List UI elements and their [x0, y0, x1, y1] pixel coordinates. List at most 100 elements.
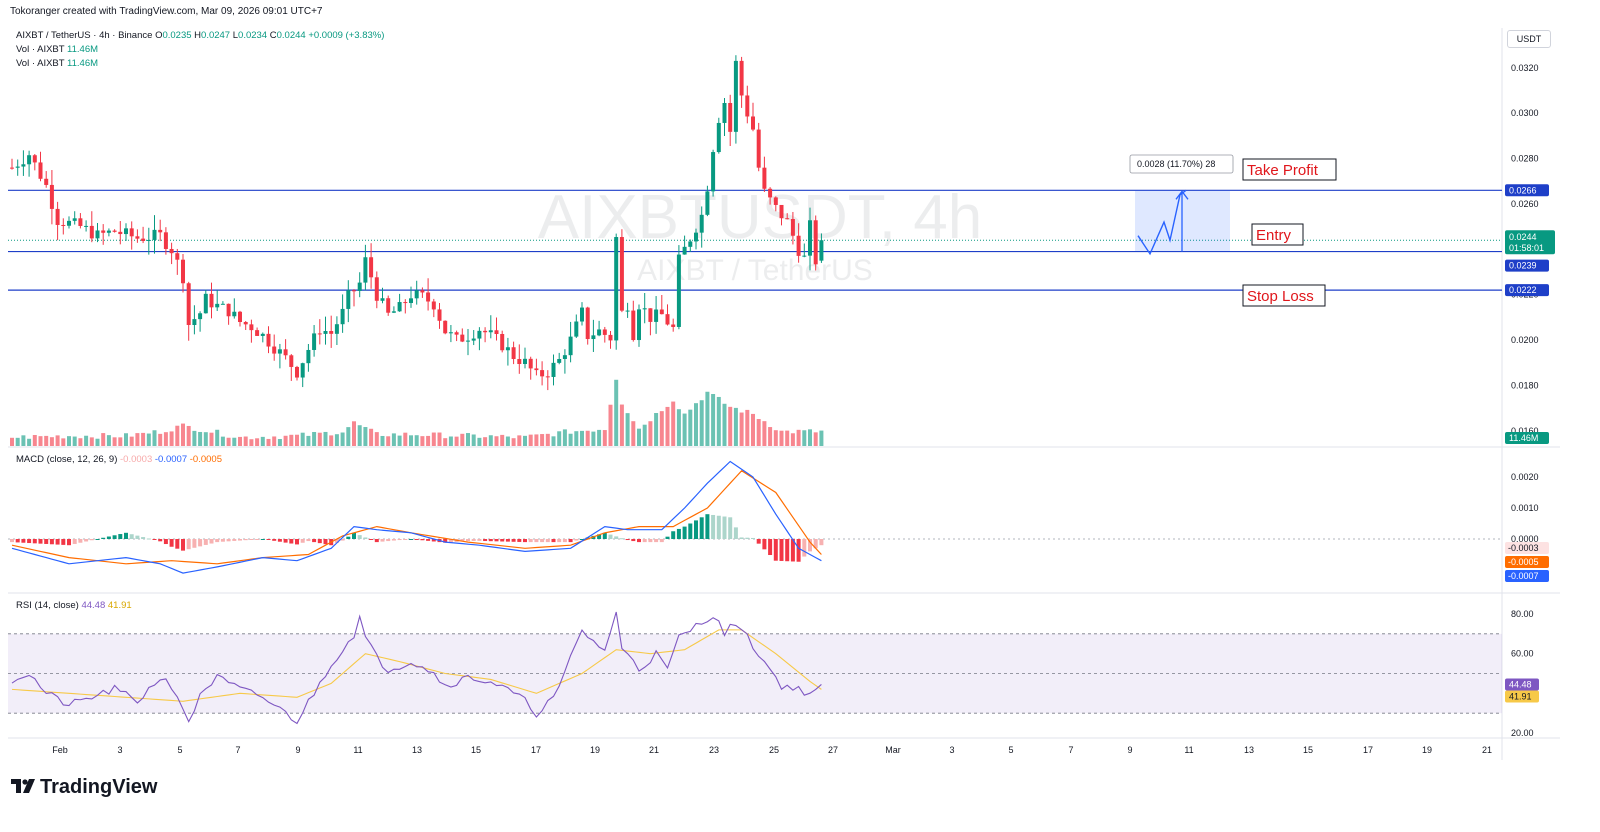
volume-bar [637, 428, 641, 446]
candle-body [688, 241, 693, 247]
volume-bar [317, 432, 322, 446]
time-label: 19 [1422, 745, 1432, 755]
macd-hist-bar [813, 539, 818, 549]
time-label: 17 [531, 745, 541, 755]
rsi-tick: 80.00 [1511, 609, 1534, 619]
volume-bar [454, 436, 459, 446]
macd-hist-bar [751, 537, 755, 539]
currency-button[interactable]: USDT [1507, 30, 1551, 48]
macd-hist-bar [106, 536, 111, 539]
candle-body [597, 329, 602, 336]
macd-hist-bar [540, 539, 545, 543]
volume-bar [705, 391, 710, 446]
volume-bar [289, 434, 294, 446]
volume-bar [591, 431, 596, 446]
macd-hist-bar [545, 539, 550, 543]
candle-body [699, 214, 704, 233]
stop-loss-label: Stop Loss [1247, 288, 1314, 305]
volume-bar [232, 437, 237, 446]
volume-bar [711, 394, 716, 446]
candle-body [283, 349, 288, 356]
candle-body [101, 230, 106, 233]
time-label: 3 [117, 745, 122, 755]
macd-hist-bar [266, 539, 271, 540]
volume-legend-1[interactable]: Vol · AIXBT 11.46M [16, 44, 98, 55]
volume-bar [580, 430, 584, 446]
macd-hist-bar [796, 539, 801, 562]
volume-bar [756, 419, 761, 446]
macd-hist-bar [534, 539, 539, 543]
macd-hist-bar [614, 536, 619, 539]
macd-hist-bar [511, 539, 516, 542]
macd-hist-bar [243, 539, 248, 541]
macd-hist-bar [711, 514, 716, 539]
candle-body [106, 230, 111, 233]
candle-body [454, 332, 459, 335]
tradingview-logo: TradingView [10, 776, 157, 799]
volume-bar [409, 435, 413, 446]
macd-hist-bar [682, 526, 687, 539]
volume-bar [192, 430, 197, 446]
candle-body [409, 298, 413, 304]
rsi-legend[interactable]: RSI (14, close) 44.48 41.91 [16, 600, 132, 611]
rsi-tick: 60.00 [1511, 649, 1534, 659]
volume-bar [654, 413, 659, 446]
candle-body [739, 60, 744, 96]
candle-body [55, 208, 60, 225]
volume-bar [363, 427, 368, 446]
candle-body [728, 102, 733, 132]
macd-legend[interactable]: MACD (close, 12, 26, 9) -0.0003 -0.0007 … [16, 454, 222, 465]
macd-hist-bar [352, 532, 356, 539]
macd-hist-bar [323, 539, 328, 545]
macd-hist-bar [659, 539, 664, 543]
take-profit-label: Take Profit [1247, 162, 1319, 179]
volume-bar [346, 427, 351, 446]
macd-hist-bar [152, 539, 157, 540]
tradingview-logo-icon [11, 779, 35, 793]
candle-body [540, 370, 545, 377]
time-label: 5 [177, 745, 182, 755]
time-label: 11 [1184, 745, 1193, 755]
volume-bar [466, 433, 470, 446]
candle-body [124, 228, 128, 235]
volume-bar [306, 435, 311, 446]
candle-body [118, 231, 123, 235]
candle-body [226, 303, 231, 317]
macd-hist-bar [78, 539, 83, 543]
volume-bar [551, 436, 556, 446]
candle-body [733, 60, 738, 132]
macd-hist-bar [716, 515, 721, 539]
volume-bar [67, 436, 71, 446]
volume-bar [369, 428, 374, 446]
volume-legend-2[interactable]: Vol · AIXBT 11.46M [16, 58, 98, 69]
time-label: Feb [52, 745, 68, 755]
candle-body [665, 314, 670, 325]
volume-bar [226, 437, 231, 446]
volume-bar [95, 438, 100, 446]
macd-hist-bar [665, 536, 670, 539]
time-label: 27 [828, 745, 838, 755]
macd-hist-bar [802, 539, 807, 557]
candle-body [266, 333, 271, 347]
volume-label-2: Vol · AIXBT [16, 58, 65, 69]
macd-hist-bar [306, 539, 311, 542]
volume-tag: 11.46M [1509, 433, 1538, 443]
symbol-name[interactable]: AIXBT / TetherUS · 4h · Binance [16, 30, 153, 41]
sl-price-tag-bg [1505, 284, 1549, 297]
ohlc-close: 0.0244 [276, 30, 306, 41]
candle-body [243, 322, 248, 325]
candle-body [369, 257, 374, 278]
candle-body [676, 254, 681, 327]
macd-hist-bar [648, 539, 653, 543]
macd-hist-bar [101, 537, 106, 539]
macd-hist-bar [363, 537, 368, 539]
ohlc-close-label: C [269, 30, 277, 41]
macd-hist-bar [483, 539, 488, 542]
ohlc-change: +0.0009 (+3.83%) [308, 30, 385, 41]
candle-body [448, 332, 453, 334]
volume-bar [323, 431, 328, 446]
candle-body [694, 232, 698, 242]
volume-bar [819, 430, 824, 446]
volume-bar [15, 437, 20, 446]
